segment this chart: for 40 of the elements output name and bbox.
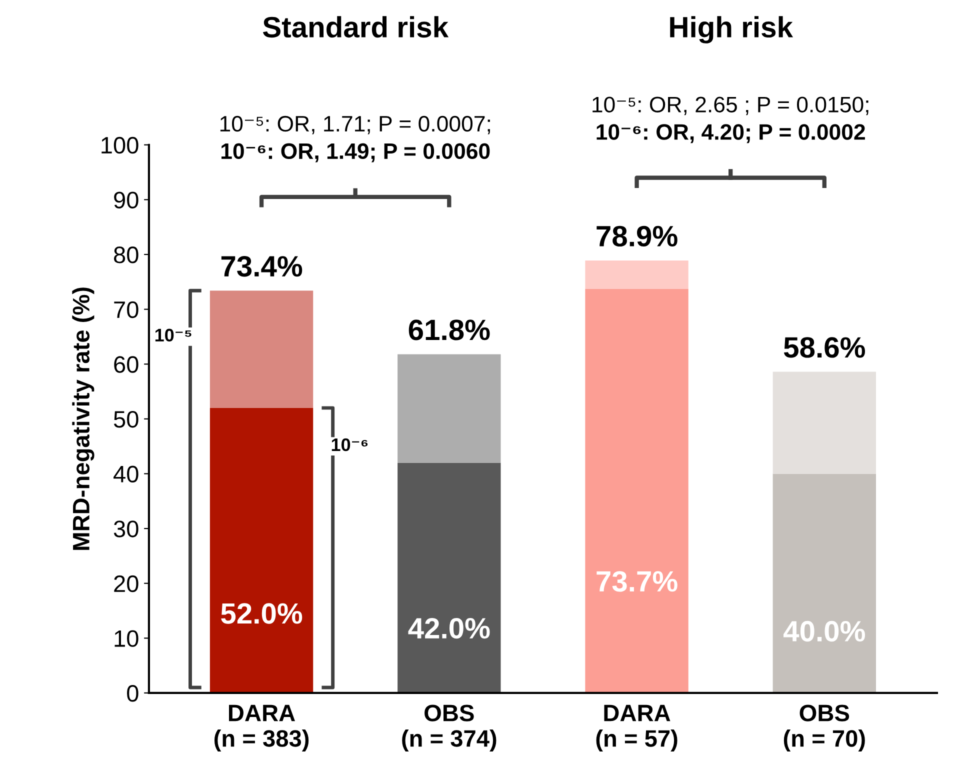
data-label: 73.7% [596, 571, 678, 592]
text: High risk [670, 16, 794, 44]
y-tick-label: 20 [114, 575, 138, 592]
total-label: 73.4% [221, 256, 302, 277]
bar [210, 408, 314, 693]
x-tick-label: DARA (n = 57) [596, 704, 678, 752]
y-tick-label: 0 [127, 685, 138, 702]
bar [772, 372, 876, 474]
data-label: 52.0% [221, 603, 302, 624]
annotation: 10⁻⁶: OR, 1.49; P = 0.0060 [222, 143, 490, 162]
y-tick-label: 60 [114, 356, 138, 373]
y-axis-title: MRD-negativity rate (%) [72, 288, 94, 550]
x-tick-label: DARA (n = 383) [214, 704, 309, 752]
bar [398, 354, 501, 463]
y-tick-label: 40 [114, 466, 138, 483]
bar [585, 260, 688, 290]
total-label: 61.8% [408, 320, 490, 340]
data-label: 42.0% [408, 618, 490, 639]
text: 10⁻⁵: OR, 1.71; P = 0.0007; [220, 116, 490, 134]
y-tick-label: 100 [102, 136, 138, 154]
bar [585, 289, 688, 693]
x-tick-label: OBS (n = 374) [402, 704, 496, 752]
text: 10⁻⁶: OR, 4.20; P = 0.0002 [596, 124, 865, 144]
y-tick-label: 70 [114, 301, 138, 318]
text: 10⁻⁵: OR, 2.65 ; P = 0.0150; [592, 96, 868, 116]
annotation: 10⁻⁶ [332, 438, 368, 452]
total-label: 78.9% [596, 226, 678, 247]
y-tick-label: 80 [114, 246, 138, 264]
bar [772, 474, 876, 693]
y-tick-label: 50 [114, 410, 138, 428]
total-label: 58.6% [784, 337, 865, 358]
bar [210, 290, 314, 408]
x-tick-label: OBS (n = 70) [784, 704, 865, 752]
annotation: 10⁻⁵ [155, 328, 192, 342]
y-tick-label: 10 [114, 630, 138, 647]
bar [398, 462, 501, 693]
text: Standard risk [262, 16, 449, 38]
y-tick-label: 90 [114, 192, 138, 208]
data-label: 40.0% [783, 620, 865, 642]
y-tick-label: 30 [114, 520, 138, 538]
